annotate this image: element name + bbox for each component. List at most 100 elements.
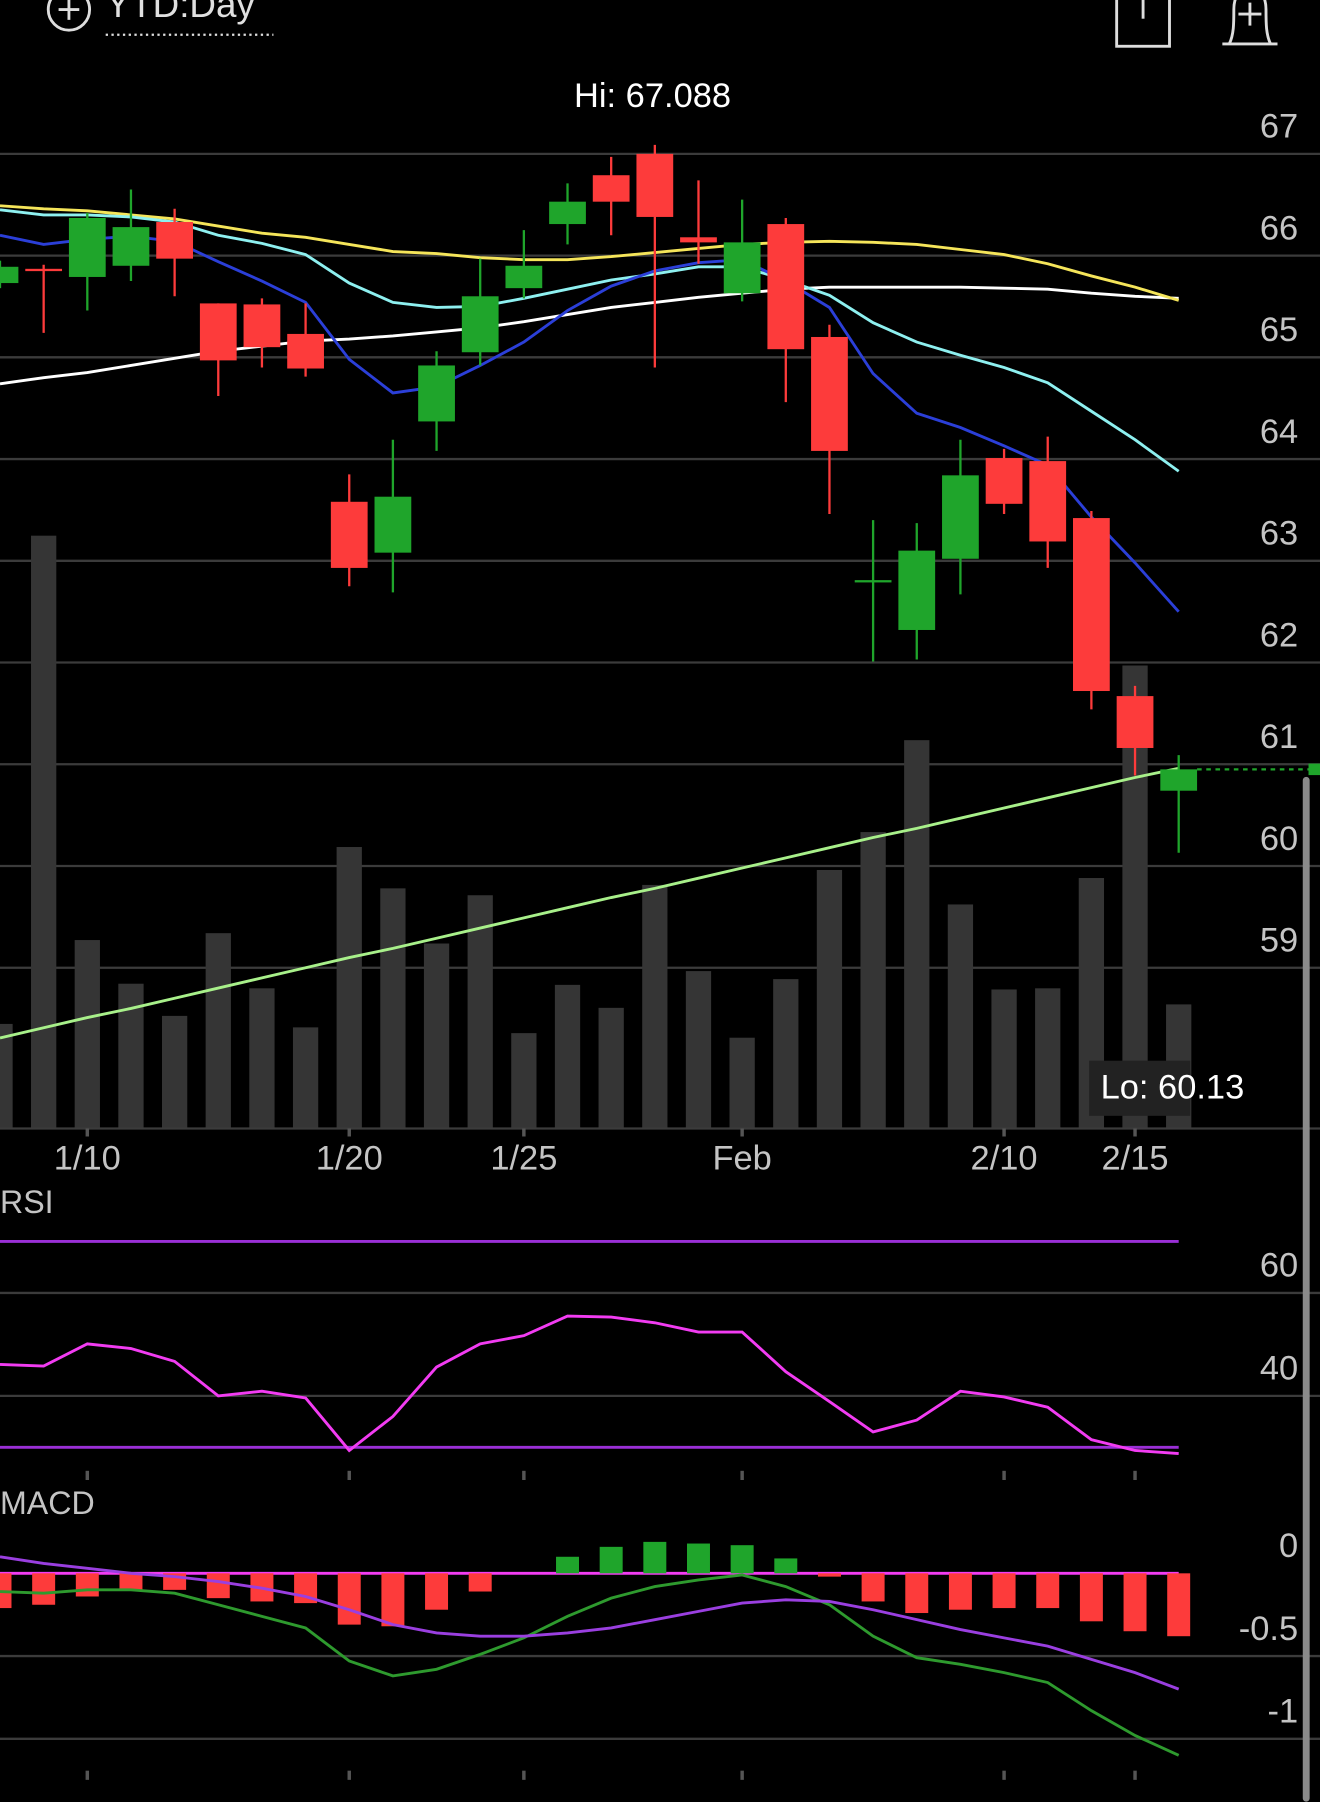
range-selector[interactable]: YTD:Day [106,0,256,25]
moving-average [0,208,1180,473]
candle-body [1160,769,1198,791]
candle-body [156,222,194,259]
candle-body [25,268,63,272]
candle-body [112,227,150,266]
add-icon[interactable] [46,0,92,32]
candle-body [723,242,761,294]
y-tick-label: 63 [1260,515,1298,553]
volume-bar [860,832,886,1129]
histogram-bar [861,1573,885,1602]
histogram-bar [817,1573,841,1577]
volume-bar [336,847,362,1129]
candle-body [1116,696,1154,748]
volume-bar [74,940,100,1129]
volume-bar [380,888,406,1129]
candle-body [549,201,586,225]
moving-average [0,204,1180,302]
histogram-bar [1036,1573,1060,1609]
volume-bar [991,989,1017,1129]
volume-bar [511,1033,537,1129]
moving-average [0,285,1179,386]
histogram-bar [686,1543,710,1574]
y-tick-label: -0.5 [1239,1610,1298,1648]
histogram-bar [1167,1573,1191,1637]
histogram-bar [1123,1573,1147,1632]
x-tick-label: Feb [712,1140,771,1178]
x-tick-label: 2/15 [1102,1140,1169,1178]
histogram-bar [992,1573,1016,1609]
volume-bar [292,1027,319,1129]
volume-bar [161,1015,188,1129]
y-tick-label: -1 [1268,1693,1299,1731]
indicator-line [0,1314,1179,1455]
histogram-bar [556,1556,580,1574]
candle-body [287,333,324,369]
candle-body [767,224,805,350]
scrollbar[interactable] [1302,776,1310,1802]
y-tick-label: 40 [1260,1350,1298,1388]
volume-bar [31,535,57,1129]
histogram-bar [599,1546,623,1574]
volume-bar [467,895,493,1129]
histogram-bar [32,1573,56,1605]
candle-body [942,475,979,559]
candle-body [418,365,455,422]
volume-bar [423,943,450,1129]
add-button[interactable] [46,0,92,32]
histogram-bar [643,1541,667,1574]
volume-bar [685,971,712,1129]
candle-body [374,496,412,553]
histogram-bar [905,1573,929,1614]
low-label: Lo: 60.13 [1101,1069,1245,1107]
histogram-bar [381,1573,405,1627]
y-tick-label: 65 [1260,311,1298,349]
histogram-bar [774,1558,798,1574]
bell-icon[interactable] [1222,0,1278,46]
candle-body [898,550,936,630]
y-tick-label: 64 [1260,413,1298,451]
volume-bar [554,984,581,1129]
y-tick-label: 0 [1279,1527,1298,1565]
candle-body [243,304,281,348]
y-tick-label: 60 [1260,1247,1298,1285]
alert-button[interactable] [1222,0,1278,46]
volume-bar [773,979,799,1129]
histogram-bar [468,1573,492,1592]
histogram-bar [119,1573,143,1590]
volume-bar [1035,988,1061,1129]
histogram-bar [948,1573,972,1610]
share-icon[interactable] [1115,0,1171,48]
candle-body [68,217,106,277]
volume-bar [947,904,974,1129]
volume-bar [729,1037,755,1129]
candle-body [1029,461,1067,542]
volume-bar [598,1007,624,1129]
histogram-bar [425,1573,449,1610]
candle-body [680,237,717,243]
panel-title: MACD [0,1485,95,1521]
volume-bar [205,933,231,1129]
y-tick-label: 60 [1260,820,1298,858]
candle-body [636,153,674,217]
indicator-line [0,1555,1180,1691]
volume-bar [904,740,930,1129]
y-tick-label: 67 [1260,108,1298,146]
candle-body [854,580,892,583]
candle-body [199,303,237,361]
high-label: Hi: 67.088 [574,77,731,115]
panel-title: RSI [0,1184,54,1220]
candle-body [811,336,848,451]
volume-bar [816,869,843,1129]
volume-bar [249,988,275,1129]
x-tick-label: 1/10 [54,1140,121,1178]
candle-body [592,175,630,202]
histogram-bar [1079,1573,1103,1622]
y-tick-label: 66 [1260,209,1298,247]
share-button[interactable] [1115,0,1171,48]
top-bar: YTD:Day [46,0,1278,48]
moving-average [0,766,1179,1040]
y-tick-label: 61 [1260,718,1298,756]
histogram-bar [206,1573,230,1599]
